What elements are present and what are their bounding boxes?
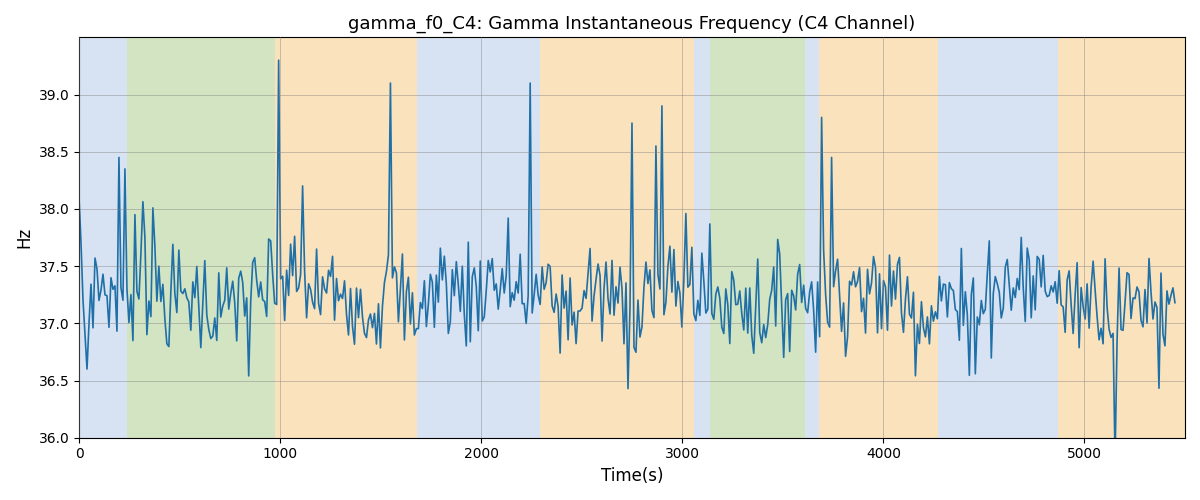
Bar — [710, 38, 805, 438]
Title: gamma_f0_C4: Gamma Instantaneous Frequency (C4 Channel): gamma_f0_C4: Gamma Instantaneous Frequen… — [348, 15, 916, 34]
Bar — [805, 38, 820, 438]
Bar — [275, 38, 416, 438]
Y-axis label: Hz: Hz — [14, 227, 32, 248]
Bar — [416, 38, 540, 438]
Bar — [937, 38, 1058, 438]
Bar — [127, 38, 275, 438]
Bar — [540, 38, 695, 438]
Bar — [1058, 38, 1184, 438]
Bar — [695, 38, 710, 438]
X-axis label: Time(s): Time(s) — [601, 467, 664, 485]
Bar — [820, 38, 937, 438]
Bar — [79, 38, 127, 438]
